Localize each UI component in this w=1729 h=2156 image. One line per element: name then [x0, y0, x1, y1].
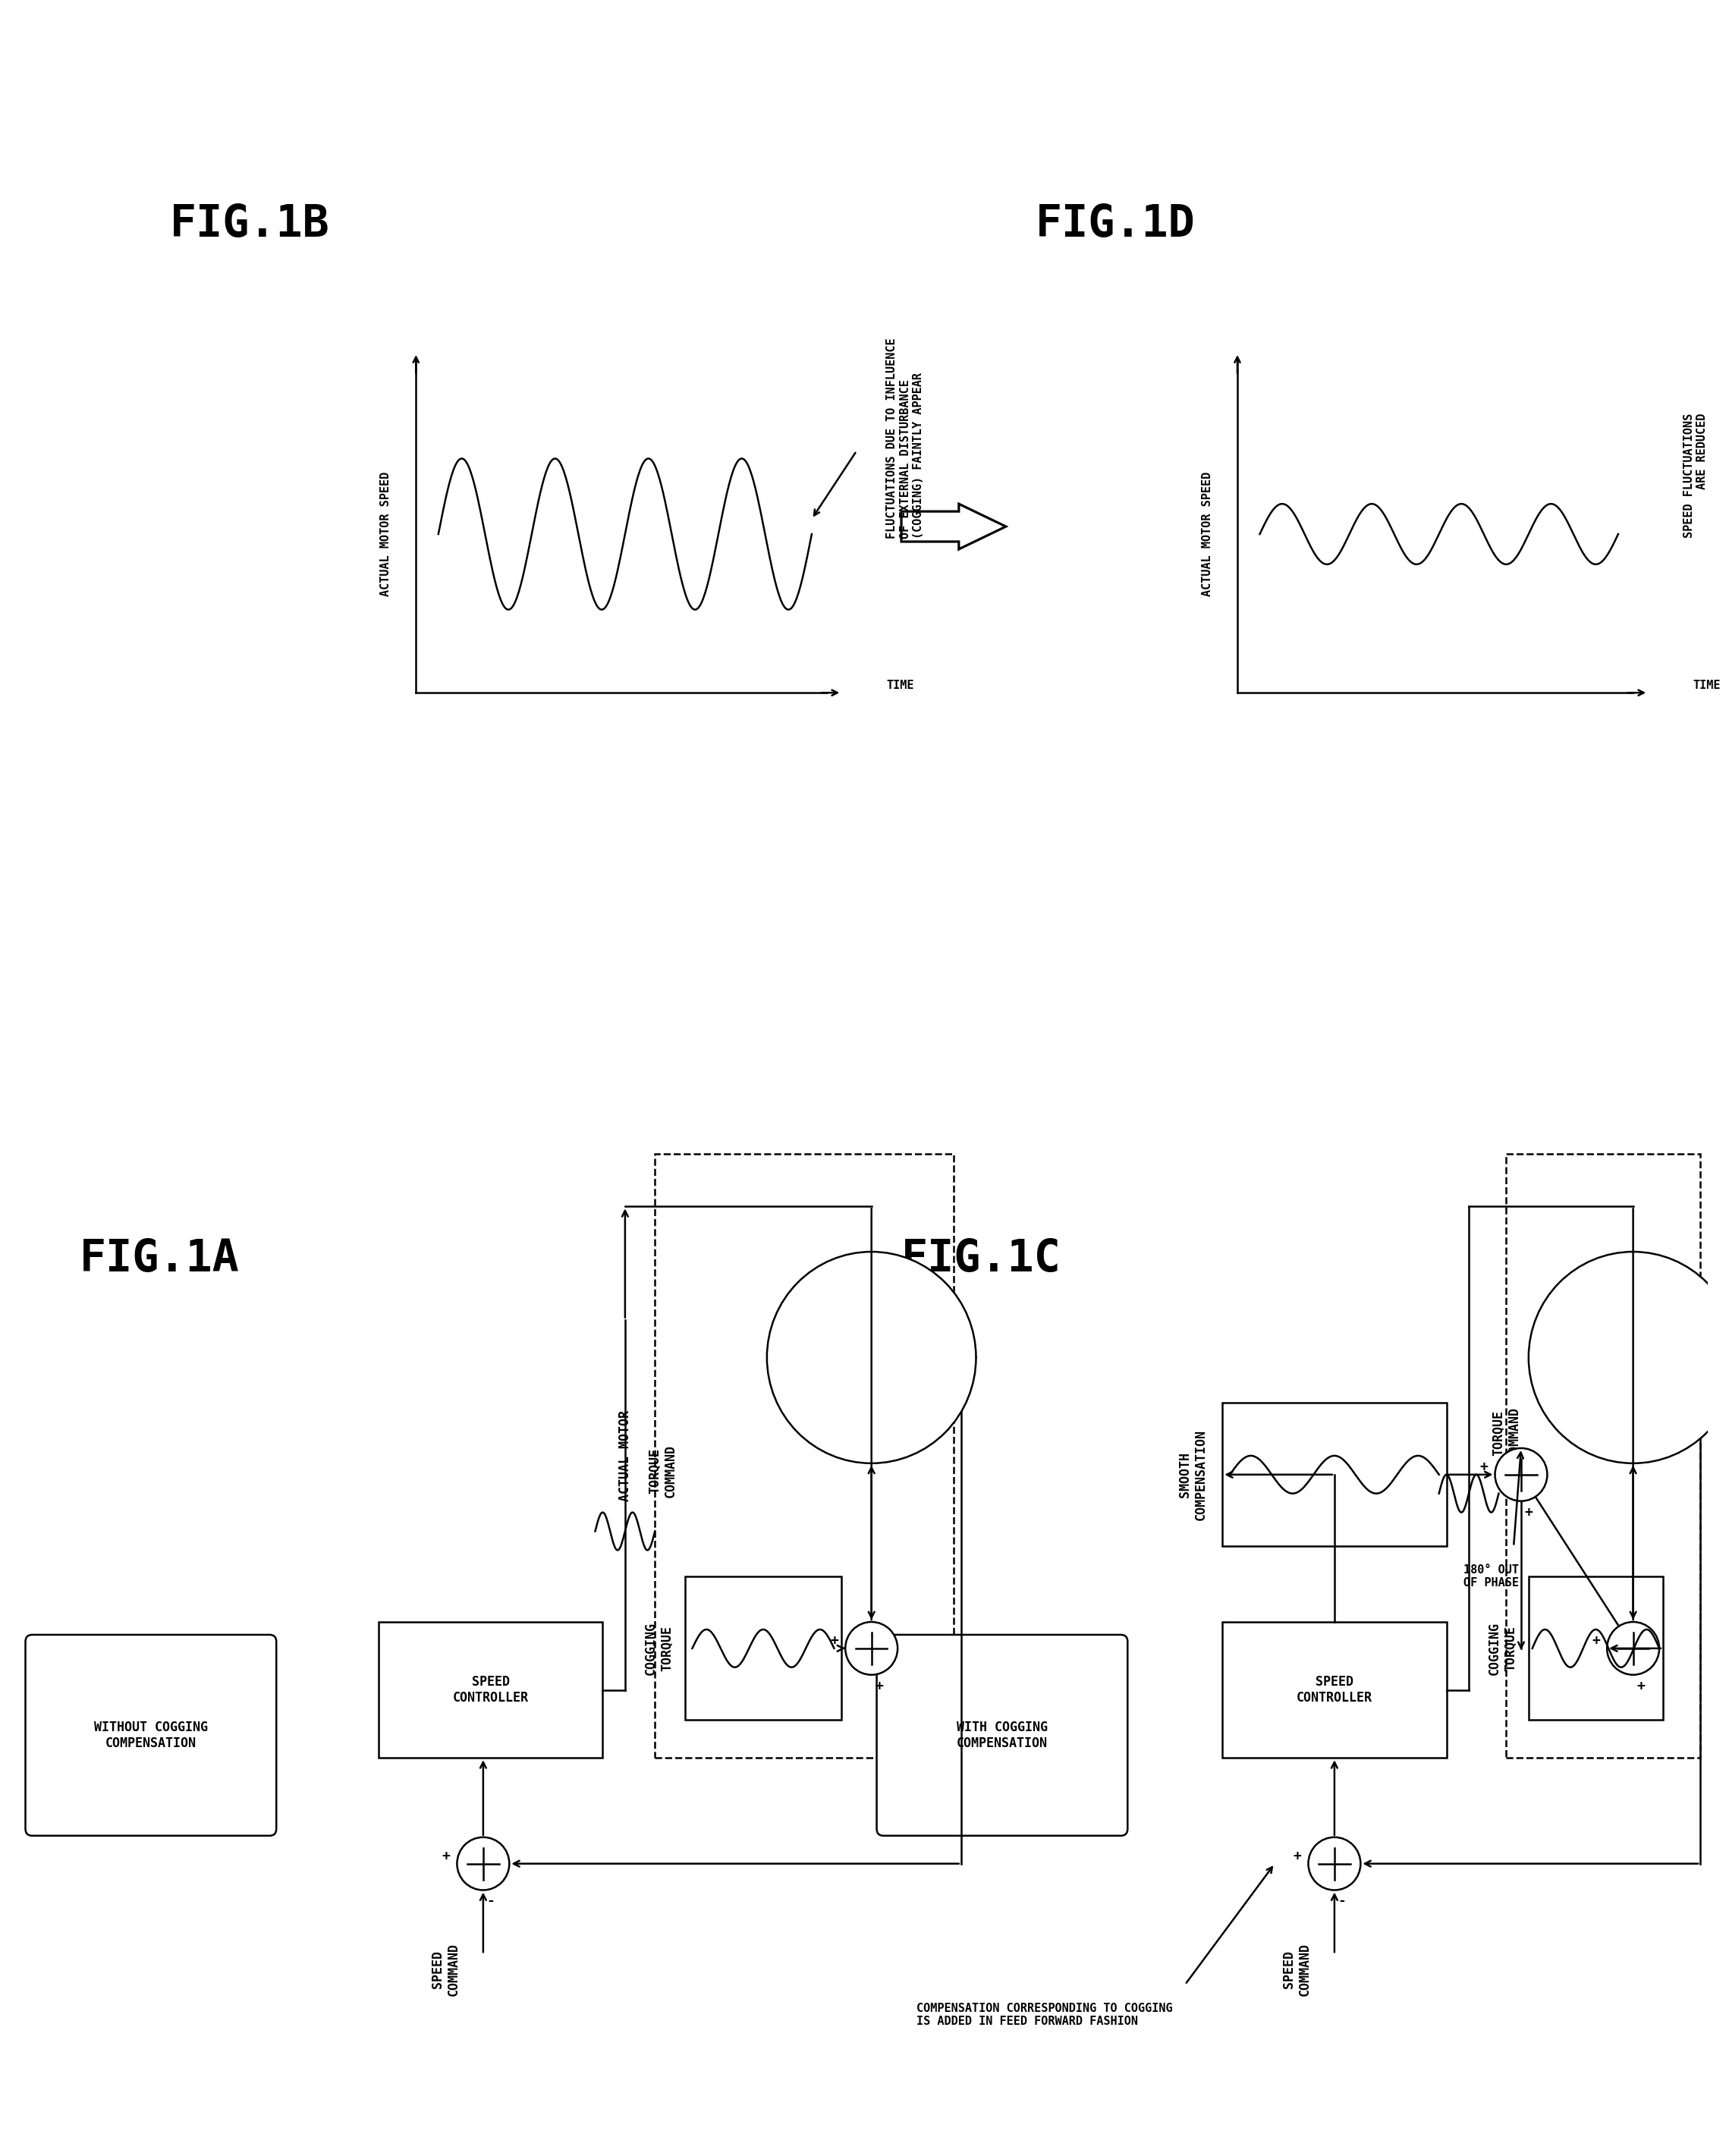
Text: SPEED
COMMAND: SPEED COMMAND: [431, 1943, 460, 1996]
Text: SPEED
CONTROLLER: SPEED CONTROLLER: [1297, 1675, 1373, 1705]
Text: SPEED
CONTROLLER: SPEED CONTROLLER: [453, 1675, 529, 1705]
Text: COMPENSATION CORRESPONDING TO COGGING
IS ADDED IN FEED FORWARD FASHION: COMPENSATION CORRESPONDING TO COGGING IS…: [916, 2003, 1172, 2027]
Text: WITHOUT COGGING
COMPENSATION: WITHOUT COGGING COMPENSATION: [93, 1720, 207, 1751]
Text: SPEED
COMMAND: SPEED COMMAND: [1283, 1943, 1312, 1996]
Text: +: +: [441, 1850, 450, 1863]
Circle shape: [1528, 1253, 1729, 1464]
Text: IDEAL
MOTOR: IDEAL MOTOR: [852, 1343, 890, 1371]
Circle shape: [1606, 1621, 1660, 1675]
Bar: [1222, 1404, 1447, 1546]
Text: FIG.1C: FIG.1C: [901, 1238, 1062, 1281]
Text: FIG.1D: FIG.1D: [1036, 203, 1196, 246]
Text: -: -: [486, 1895, 494, 1908]
Bar: [1222, 1621, 1447, 1757]
Circle shape: [1496, 1449, 1547, 1501]
Text: ACTUAL MOTOR: ACTUAL MOTOR: [619, 1410, 631, 1501]
Circle shape: [768, 1253, 975, 1464]
Circle shape: [456, 1837, 510, 1891]
Bar: [685, 1576, 842, 1720]
Text: TORQUE
COMMAND: TORQUE COMMAND: [1492, 1406, 1522, 1460]
Circle shape: [845, 1621, 897, 1675]
Text: IDEAL
MOTOR: IDEAL MOTOR: [1615, 1343, 1653, 1371]
Text: -: -: [1338, 1895, 1345, 1908]
Text: COGGING
TORQUE: COGGING TORQUE: [1487, 1621, 1516, 1675]
Text: +: +: [1592, 1634, 1599, 1647]
Text: FLUCTUATIONS DUE TO INFLUENCE
OF EXTERNAL DISTURBANCE
(COGGING) FAINTLY APPEAR: FLUCTUATIONS DUE TO INFLUENCE OF EXTERNA…: [887, 338, 925, 539]
Text: ACTUAL MOTOR SPEED: ACTUAL MOTOR SPEED: [1202, 472, 1214, 597]
Text: SPEED FLUCTUATIONS
ARE REDUCED: SPEED FLUCTUATIONS ARE REDUCED: [1684, 414, 1708, 537]
Text: FIG.1B: FIG.1B: [169, 203, 330, 246]
Text: TIME: TIME: [887, 679, 915, 690]
Text: FIG.1A: FIG.1A: [80, 1238, 240, 1281]
Text: +: +: [1525, 1505, 1532, 1520]
Text: TIME: TIME: [1693, 679, 1720, 690]
Bar: [1506, 1153, 1700, 1757]
Text: 180° OUT
OF PHASE: 180° OUT OF PHASE: [1463, 1565, 1520, 1589]
FancyBboxPatch shape: [877, 1634, 1127, 1835]
Text: ACTUAL MOTOR SPEED: ACTUAL MOTOR SPEED: [380, 472, 392, 597]
Text: +: +: [1293, 1850, 1302, 1863]
Text: WITH COGGING
COMPENSATION: WITH COGGING COMPENSATION: [956, 1720, 1048, 1751]
Text: +: +: [875, 1680, 884, 1692]
Text: COGGING
TORQUE: COGGING TORQUE: [643, 1621, 673, 1675]
Text: +: +: [830, 1634, 839, 1647]
Text: +: +: [1636, 1680, 1644, 1692]
Bar: [1528, 1576, 1663, 1720]
Text: SMOOTH
COMPENSATION: SMOOTH COMPENSATION: [1177, 1429, 1207, 1520]
Circle shape: [1309, 1837, 1361, 1891]
Bar: [379, 1621, 603, 1757]
Bar: [655, 1153, 954, 1757]
Text: TORQUE
COMMAND: TORQUE COMMAND: [648, 1445, 678, 1498]
Text: +: +: [1480, 1460, 1489, 1475]
FancyBboxPatch shape: [26, 1634, 277, 1835]
